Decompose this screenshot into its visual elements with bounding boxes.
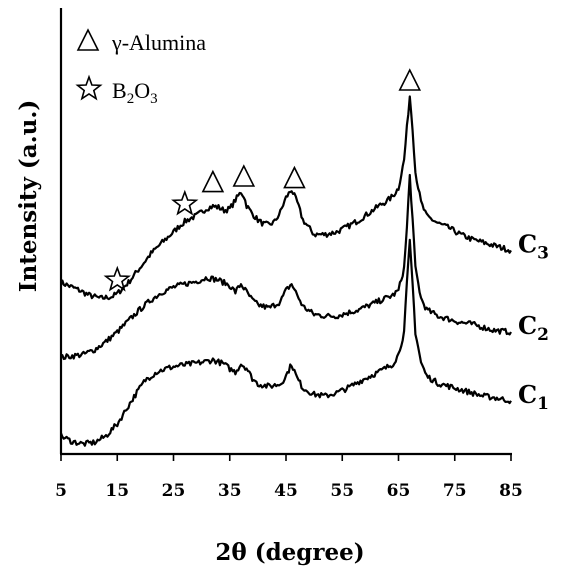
x-axis-title: 2θ (degree) [215,539,364,566]
x-tick-label: 15 [105,481,129,501]
x-tick-label: 75 [443,481,467,501]
y-axis-title: Intensity (a.u.) [15,100,42,293]
x-tick-marks [60,454,512,461]
x-tick-label: 25 [162,481,186,501]
x-tick-label: 65 [387,481,411,501]
peak-markers [103,68,422,292]
x-tick-label: 55 [330,481,354,501]
legend-label-gamma-alumina: γ-Alumina [111,30,206,55]
triangle-peak-marker-icon [398,68,422,91]
triangle-peak-marker-icon [232,164,256,187]
triangle-marker-icon [76,28,100,51]
star-peak-marker-icon [103,265,131,292]
star-marker-icon [75,74,103,101]
x-tick-labels: 5 15 25 35 45 55 65 75 85 [55,481,523,501]
x-tick-label: 5 [55,481,67,501]
series-line-c3 [59,95,512,301]
series-line-c1 [59,238,512,447]
series-line-c2 [60,173,512,361]
legend-entry-gamma-alumina: γ-Alumina [76,28,206,55]
series-group [59,95,512,447]
x-tick-label: 35 [218,481,242,501]
legend: γ-Alumina B2O3 [75,28,206,107]
x-tick-label: 45 [274,481,298,501]
triangle-peak-marker-icon [201,169,225,193]
curve-label-c2: C2 [518,311,549,345]
triangle-peak-marker-icon [283,165,306,189]
legend-entry-b2o3: B2O3 [75,74,158,107]
star-peak-marker-icon [171,189,199,216]
curve-label-c1: C1 [518,380,549,414]
curve-labels: C3 C2 C1 [518,229,549,413]
x-tick-label: 85 [499,481,523,501]
legend-label-b2o3: B2O3 [112,78,158,107]
curve-label-c3: C3 [518,229,549,263]
